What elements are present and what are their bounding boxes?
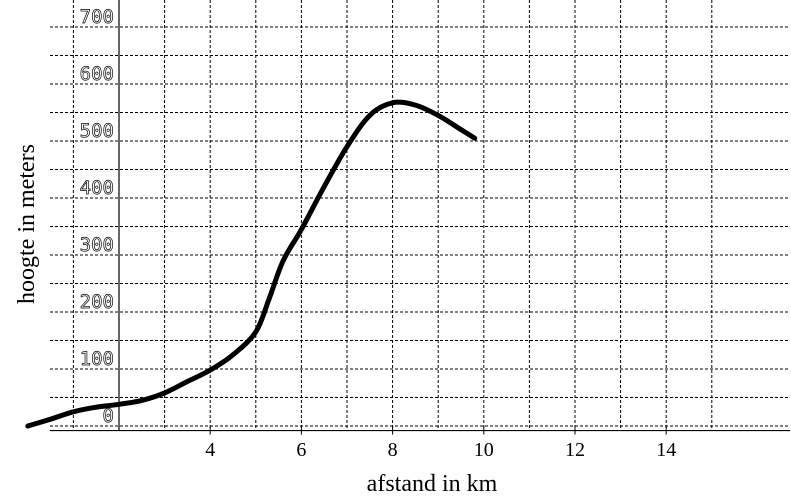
x-axis-label: afstand in km [367, 471, 498, 497]
y-tick-label: 200 [80, 291, 114, 313]
axes [50, 0, 790, 432]
y-tick-label: 100 [80, 348, 114, 370]
y-tick-label: 500 [80, 120, 114, 142]
y-axis-label: hoogte in meters [14, 144, 40, 304]
x-tick-label: 8 [388, 439, 398, 461]
x-tick-labels: 4 6 8 10 12 14 [205, 426, 676, 461]
y-tick-label: 0 [103, 405, 114, 427]
y-tick-label: 700 [80, 6, 114, 28]
x-tick-label: 6 [296, 439, 306, 461]
grid [50, 0, 790, 430]
x-tick-label: 12 [565, 439, 585, 461]
x-tick-label: 14 [656, 439, 676, 461]
y-tick-labels: 0 100 200 300 400 500 600 700 [79, 6, 114, 428]
y-tick-label: 300 [80, 234, 114, 256]
y-tick-label: 600 [80, 63, 114, 85]
series [25, 99, 478, 429]
x-tick-label: 4 [205, 439, 215, 461]
series-line [25, 99, 478, 429]
x-tick-label: 10 [474, 439, 494, 461]
y-tick-label: 400 [80, 177, 114, 199]
